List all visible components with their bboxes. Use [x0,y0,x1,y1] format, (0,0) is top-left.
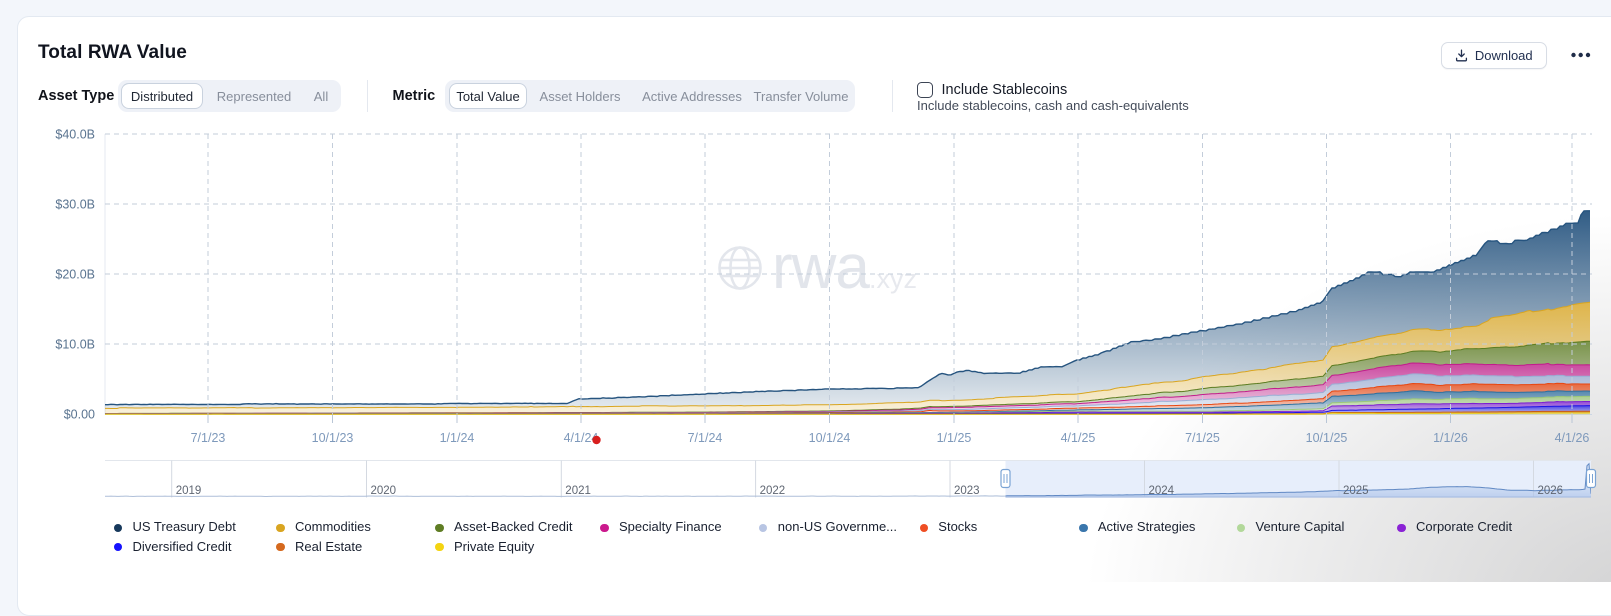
svg-text:2025: 2025 [1343,485,1369,497]
svg-text:10/1/24: 10/1/24 [809,431,851,445]
svg-text:$0.00: $0.00 [64,408,95,422]
svg-text:rwa: rwa [772,233,870,302]
svg-text:10/1/23: 10/1/23 [312,431,354,445]
svg-text:7/1/24: 7/1/24 [688,431,723,445]
svg-text:.xyz: .xyz [869,264,917,294]
svg-text:1/1/25: 1/1/25 [937,431,972,445]
svg-text:7/1/23: 7/1/23 [191,431,226,445]
svg-text:4/1/24: 4/1/24 [564,431,599,445]
svg-text:2026: 2026 [1538,485,1564,497]
svg-text:$20.0B: $20.0B [55,268,95,282]
svg-text:10/1/25: 10/1/25 [1306,431,1348,445]
svg-text:2021: 2021 [565,485,591,497]
svg-text:1/1/24: 1/1/24 [440,431,475,445]
svg-text:4/1/25: 4/1/25 [1061,431,1096,445]
svg-text:4/1/26: 4/1/26 [1555,431,1590,445]
svg-text:1/1/26: 1/1/26 [1433,431,1468,445]
svg-text:2019: 2019 [176,485,202,497]
svg-text:2020: 2020 [371,485,397,497]
svg-text:7/1/25: 7/1/25 [1185,431,1220,445]
svg-text:$30.0B: $30.0B [55,198,95,212]
svg-text:$40.0B: $40.0B [55,128,95,142]
svg-text:2022: 2022 [760,485,786,497]
svg-text:2023: 2023 [954,485,980,497]
svg-text:$10.0B: $10.0B [55,338,95,352]
svg-text:2024: 2024 [1149,485,1175,497]
